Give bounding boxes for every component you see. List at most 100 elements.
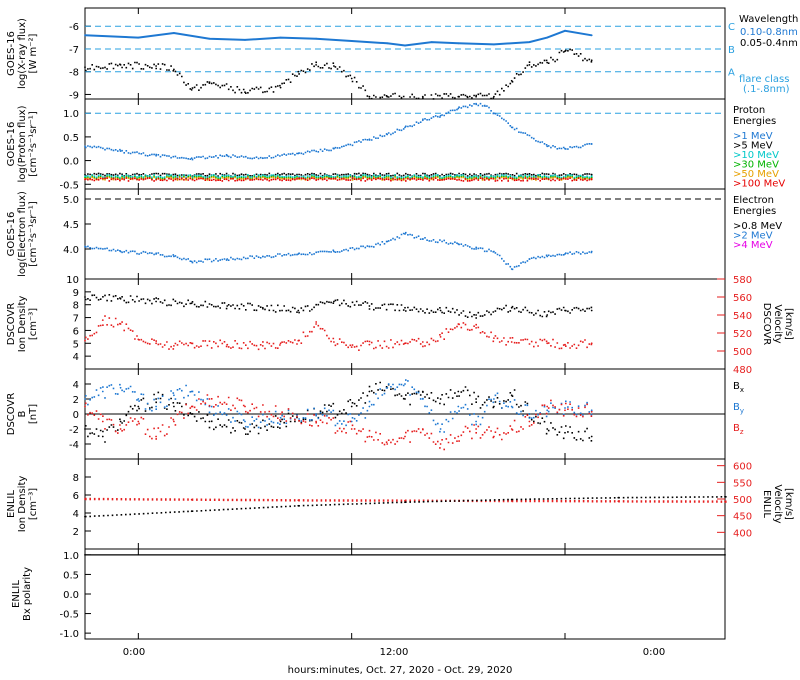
data-point [350, 420, 353, 423]
annotation: (.1-.8nm) [743, 84, 790, 95]
data-point [155, 342, 158, 345]
y2-tick-label: 540 [733, 311, 752, 322]
data-point [439, 309, 442, 312]
data-point [404, 499, 406, 502]
legend-entry: 0.10-0.8nm [740, 27, 798, 38]
data-point [493, 398, 495, 400]
panel-frame [84, 548, 726, 640]
y-tick-label: 0 [73, 410, 79, 421]
data-point [173, 68, 175, 71]
data-point [590, 410, 593, 413]
y-tick-label: 4 [73, 380, 79, 391]
data-point [315, 64, 317, 66]
data-point [404, 501, 406, 504]
data-point [119, 323, 122, 325]
data-point [457, 243, 460, 245]
data-point [368, 435, 371, 438]
data-point [244, 39, 246, 41]
y-tick-label: 4 [73, 509, 79, 520]
data-point [546, 36, 549, 39]
data-point [84, 175, 86, 178]
y-axis-label: [W m⁻²] [28, 33, 39, 73]
y-tick-label: 6 [73, 491, 79, 502]
panel-frame [84, 7, 726, 100]
y2-axis-label: Velocity [772, 304, 783, 343]
data-point [421, 428, 424, 430]
panel-electron: 5.0 4.5 4.0 GOES-16 log(Electron flux) [cm⁻²s… [6, 188, 782, 280]
data-point [510, 306, 513, 309]
data-point [84, 339, 86, 342]
data-point [475, 95, 477, 98]
data-point [724, 554, 726, 556]
y-tick-label: 0.5 [63, 570, 79, 581]
y2-tick-label: 580 [733, 275, 752, 286]
data-point [421, 341, 424, 343]
y-tick-label: 0.0 [63, 590, 79, 601]
y2-tick-label: 520 [733, 329, 752, 340]
data-point [119, 386, 122, 389]
data-point [190, 413, 193, 415]
data-point [528, 41, 531, 43]
flare-class-label: B [728, 45, 735, 56]
series--5-mev [84, 172, 593, 177]
y-tick-label: 1.0 [63, 551, 79, 562]
series--100-mev [84, 177, 593, 182]
legend-title: Electron [733, 195, 774, 206]
data-point [84, 515, 86, 518]
y2-tick-label: 500 [733, 495, 752, 506]
y-tick-label: 9 [73, 288, 79, 299]
data-point [368, 390, 371, 393]
data-point [297, 504, 300, 507]
data-point [421, 95, 424, 98]
y-tick-label: 7 [73, 314, 79, 325]
y-tick-label: -6 [69, 22, 79, 33]
data-point [297, 152, 300, 155]
data-point [439, 336, 442, 338]
data-point [510, 394, 513, 397]
data-point [101, 390, 104, 393]
series-0-10-0-8nm [84, 29, 593, 47]
y2-axis-label: [km/s] [783, 488, 794, 520]
data-point [430, 41, 433, 43]
y-axis-label: [cm⁻²s⁻¹sr⁻¹] [28, 111, 39, 177]
y-tick-label: 8 [73, 473, 79, 484]
data-point [155, 435, 158, 438]
y-tick-label: -8 [69, 68, 79, 79]
y-tick-label: 8 [73, 301, 79, 312]
data-point [617, 496, 620, 499]
data-point [155, 398, 158, 400]
data-point [493, 337, 495, 339]
data-point [208, 82, 211, 84]
data-point [590, 409, 593, 412]
data-point [137, 420, 140, 423]
time-tick-label: 12:00 [380, 647, 409, 658]
data-point [333, 147, 335, 150]
data-point [315, 413, 317, 415]
data-point [84, 498, 86, 500]
data-point [368, 405, 371, 408]
data-point [208, 37, 211, 40]
data-point [84, 405, 86, 408]
data-point [173, 345, 175, 347]
data-point [261, 345, 264, 347]
data-point [155, 65, 158, 67]
data-point [119, 250, 122, 253]
data-point [457, 42, 460, 45]
legend-entry: >5 MeV [733, 141, 773, 152]
data-point [546, 61, 549, 64]
panel-xray: -6 -7 -8 -9 GOES-16 log(X-ray flux) [W m⁻²] C B A… [6, 7, 798, 101]
data-point [297, 499, 300, 502]
data-point [155, 405, 158, 408]
data-point [368, 343, 371, 346]
series-points [85, 379, 593, 433]
data-point [564, 50, 566, 53]
series-points [85, 315, 593, 351]
data-point [368, 138, 371, 141]
data-point [155, 253, 158, 255]
data-point [190, 89, 193, 91]
y-axis-label: Ion Density [17, 476, 28, 533]
data-point [226, 154, 229, 157]
data-point [84, 296, 86, 298]
